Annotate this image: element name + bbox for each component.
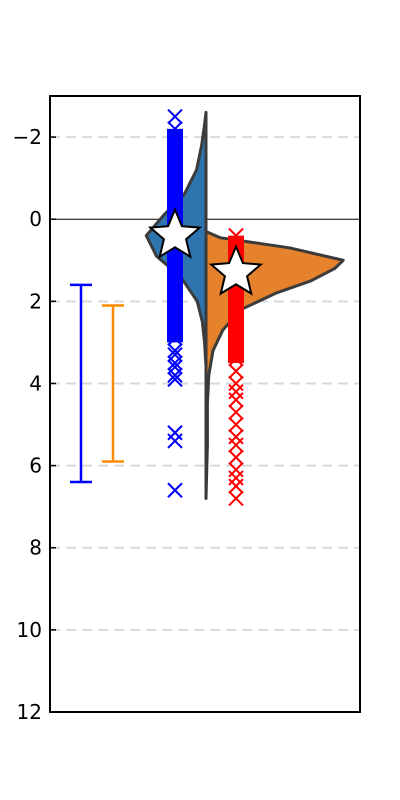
marker-stroke xyxy=(228,338,244,355)
point-marker xyxy=(167,182,183,199)
point-marker xyxy=(228,289,244,305)
mean-markers xyxy=(147,206,264,296)
point-marker xyxy=(167,342,183,359)
marker-stroke xyxy=(167,367,183,383)
point-marker xyxy=(228,470,244,486)
point-marker xyxy=(228,338,244,355)
marker-stroke xyxy=(167,268,183,285)
y-tick-label: 4 xyxy=(29,371,42,395)
point-marker xyxy=(228,392,244,408)
point-marker xyxy=(167,281,183,297)
marker-stroke xyxy=(167,293,183,310)
point-marker xyxy=(228,351,244,367)
y-tick-label: 10 xyxy=(17,618,42,642)
marker-stroke xyxy=(228,227,244,244)
point-marker xyxy=(167,133,183,149)
y-tick-label: 6 xyxy=(29,454,42,478)
point-marker xyxy=(228,363,244,379)
grid-lines xyxy=(50,136,360,631)
point-marker xyxy=(228,449,244,466)
point-marker xyxy=(167,158,183,174)
marker-stroke xyxy=(167,305,183,322)
point-marker xyxy=(228,227,244,244)
point-marker xyxy=(167,433,183,449)
point-marker xyxy=(228,429,244,445)
plot-frame xyxy=(49,95,361,713)
marker-stroke xyxy=(167,182,183,199)
point-marker xyxy=(167,482,183,498)
y-tick-label: 2 xyxy=(29,289,42,313)
marker-stroke xyxy=(167,133,183,149)
red-mean-star xyxy=(208,244,264,296)
point-marker xyxy=(167,355,183,371)
point-marker xyxy=(167,305,183,322)
point-marker xyxy=(167,371,183,388)
point-marker xyxy=(228,404,244,420)
point-marker xyxy=(167,425,183,441)
marker-stroke xyxy=(167,121,183,137)
marker-stroke xyxy=(228,363,244,379)
marker-stroke xyxy=(167,170,183,186)
marker-stroke xyxy=(167,330,183,347)
marker-stroke xyxy=(228,490,244,507)
point-marker xyxy=(167,268,183,285)
marker-stroke xyxy=(228,326,244,342)
y-axis-ticks: −2 0 2 4 6 8 10 12 xyxy=(13,125,56,724)
marker-stroke xyxy=(167,108,183,125)
point-marker xyxy=(228,478,244,494)
point-marker xyxy=(228,301,244,318)
point-marker xyxy=(167,256,183,273)
marker-stroke xyxy=(167,145,183,162)
point-marker xyxy=(167,293,183,310)
marker-stroke xyxy=(167,318,183,334)
marker-stroke xyxy=(228,437,244,453)
marker-stroke xyxy=(228,416,244,433)
y-tick-label: −2 xyxy=(13,125,42,149)
marker-stroke xyxy=(228,478,244,494)
point-marker xyxy=(167,121,183,137)
marker-stroke xyxy=(228,314,244,330)
point-marker xyxy=(167,318,183,334)
marker-stroke xyxy=(167,342,183,359)
point-marker xyxy=(167,170,183,186)
marker-stroke xyxy=(167,355,183,371)
marker-stroke xyxy=(228,404,244,420)
point-marker xyxy=(228,326,244,342)
point-marker xyxy=(167,367,183,383)
point-marker xyxy=(228,490,244,507)
point-marker xyxy=(228,437,244,453)
point-marker xyxy=(228,416,244,433)
marker-stroke xyxy=(167,482,183,498)
point-marker xyxy=(228,314,244,330)
blue-mean-star xyxy=(147,206,203,259)
y-tick-label: 0 xyxy=(29,207,42,231)
marker-stroke xyxy=(228,289,244,305)
point-marker xyxy=(167,195,183,211)
point-marker xyxy=(228,383,244,400)
point-marker xyxy=(167,330,183,347)
marker-stroke xyxy=(167,371,183,388)
y-tick-label: 12 xyxy=(17,700,42,724)
marker-stroke xyxy=(228,301,244,318)
point-marker xyxy=(167,108,183,125)
y-tick-label: 8 xyxy=(29,536,42,560)
marker-stroke xyxy=(167,195,183,211)
marker-stroke xyxy=(167,281,183,297)
error-bars xyxy=(70,283,124,484)
marker-stroke xyxy=(167,158,183,174)
marker-stroke xyxy=(228,351,244,367)
marker-stroke xyxy=(167,433,183,449)
point-marker xyxy=(167,145,183,162)
marker-stroke xyxy=(228,449,244,466)
marker-stroke xyxy=(228,392,244,408)
marker-stroke xyxy=(167,256,183,273)
